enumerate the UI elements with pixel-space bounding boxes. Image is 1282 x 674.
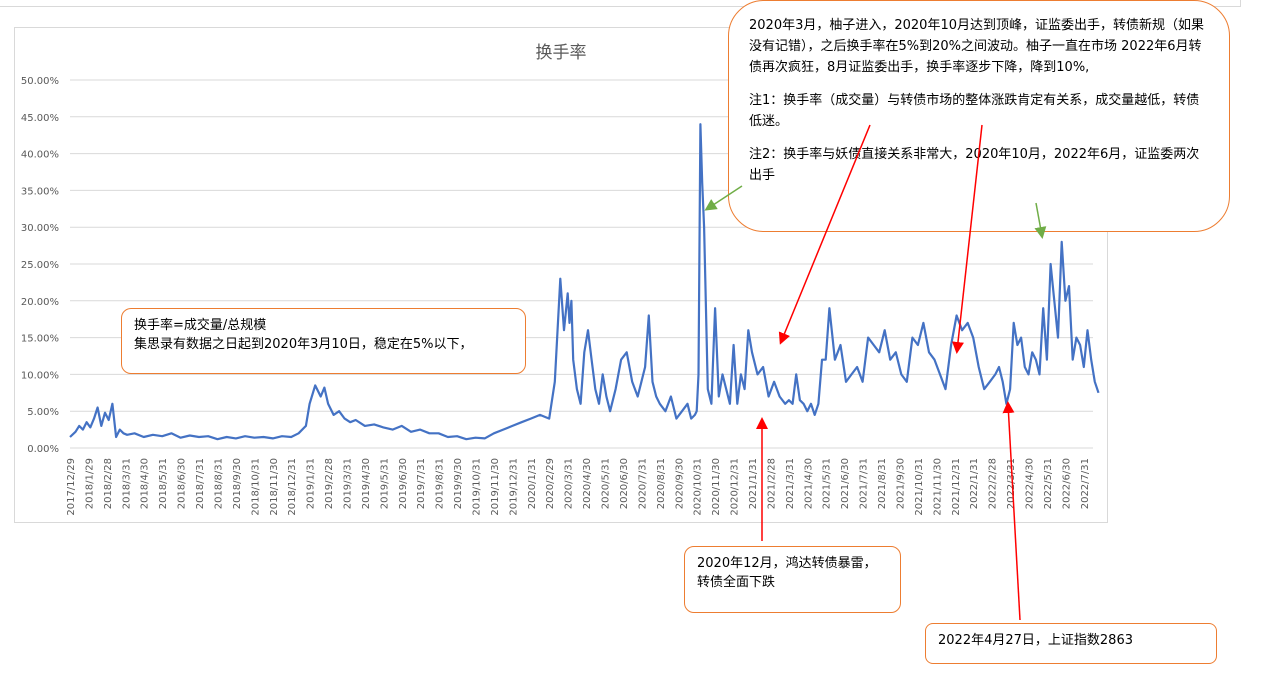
chart-title: 换手率 [536, 43, 587, 63]
x-tick-label: 2019/9/30 [453, 458, 464, 509]
x-tick-label: 2019/1/31 [306, 458, 317, 509]
annotation-main: 2020年3月，柚子进入，2020年10月达到顶峰，证监委出手，转债新规（如果没… [728, 0, 1230, 232]
annotation-apr-2022-text: 2022年4月27日，上证指数2863 [938, 633, 1133, 648]
x-tick-label: 2022/6/30 [1061, 458, 1072, 509]
x-tick-label: 2021/12/31 [951, 458, 962, 516]
y-tick-label: 50.00% [21, 76, 59, 87]
annotation-dec-2020: 2020年12月，鸿达转债暴雷， 转债全面下跌 [684, 546, 901, 613]
y-tick-label: 20.00% [21, 297, 59, 308]
x-tick-label: 2020/4/30 [582, 458, 593, 509]
x-tick-label: 2018/12/31 [287, 458, 298, 516]
x-tick-label: 2020/7/31 [637, 458, 648, 509]
annotation-definition: 换手率=成交量/总规模 集思录有数据之日起到2020年3月10日，稳定在5%以下… [121, 308, 526, 374]
y-tick-label: 25.00% [21, 260, 59, 271]
x-tick-label: 2018/3/31 [121, 458, 132, 509]
x-tick-label: 2019/6/30 [398, 458, 409, 509]
x-tick-label: 2018/7/31 [195, 458, 206, 509]
annotation-definition-line-2: 集思录有数据之日起到2020年3月10日，稳定在5%以下， [134, 337, 473, 352]
x-tick-label: 2020/3/31 [564, 458, 575, 509]
x-tick-label: 2021/2/28 [766, 458, 777, 509]
x-tick-label: 2019/5/31 [379, 458, 390, 509]
x-tick-label: 2021/3/31 [785, 458, 796, 509]
x-tick-label: 2019/10/31 [472, 458, 483, 516]
annotation-main-note-2: 注2：换手率与妖债直接关系非常大，2020年10月，2022年6月，证监委两次出… [749, 147, 1200, 183]
x-tick-label: 2019/3/31 [342, 458, 353, 509]
x-tick-label: 2021/8/31 [877, 458, 888, 509]
x-tick-label: 2020/8/31 [656, 458, 667, 509]
x-tick-label: 2020/1/31 [527, 458, 538, 509]
y-tick-label: 45.00% [21, 113, 59, 124]
annotation-definition-line-1: 换手率=成交量/总规模 [134, 318, 267, 333]
sheet-column-border [1240, 0, 1241, 7]
x-tick-label: 2018/9/30 [232, 458, 243, 509]
y-tick-label: 40.00% [21, 150, 59, 161]
x-tick-label: 2018/11/30 [269, 458, 280, 516]
x-tick-label: 2019/11/30 [490, 458, 501, 516]
x-tick-label: 2021/9/30 [895, 458, 906, 509]
y-tick-label: 30.00% [21, 223, 59, 234]
x-tick-label: 2018/2/28 [103, 458, 114, 509]
x-tick-label: 2019/7/31 [416, 458, 427, 509]
x-tick-label: 2021/10/31 [914, 458, 925, 516]
y-tick-label: 0.00% [27, 444, 59, 455]
annotation-apr-2022: 2022年4月27日，上证指数2863 [925, 623, 1217, 664]
x-tick-label: 2022/1/31 [969, 458, 980, 509]
y-tick-label: 10.00% [21, 370, 59, 381]
x-tick-label: 2018/10/31 [250, 458, 261, 516]
x-tick-label: 2021/11/30 [932, 458, 943, 516]
x-tick-label: 2018/1/29 [84, 458, 95, 509]
x-tick-label: 2022/7/31 [1080, 458, 1091, 509]
y-tick-label: 35.00% [21, 186, 59, 197]
x-tick-label: 2022/4/30 [1024, 458, 1035, 509]
x-tick-label: 2020/12/31 [730, 458, 741, 516]
x-tick-label: 2017/12/29 [66, 458, 77, 516]
x-tick-label: 2020/9/30 [674, 458, 685, 509]
x-tick-label: 2022/3/31 [1006, 458, 1017, 509]
y-tick-label: 5.00% [27, 407, 59, 418]
x-tick-label: 2021/1/31 [748, 458, 759, 509]
x-tick-label: 2021/4/30 [803, 458, 814, 509]
x-tick-label: 2018/5/31 [158, 458, 169, 509]
turnover-line-chart: 换手率 0.00% 5.00% 10.00% 15.00% 20.00% 25.00% 30.… [21, 43, 1100, 516]
x-tick-label: 2018/4/30 [140, 458, 151, 509]
x-tick-label: 2019/4/30 [361, 458, 372, 509]
annotation-main-note-1: 注1：换手率（成交量）与转债市场的整体涨跌肯定有关系，成交量越低，转债低迷。 [749, 93, 1200, 129]
x-tick-label: 2020/11/30 [711, 458, 722, 516]
x-tick-label: 2021/7/31 [859, 458, 870, 509]
x-tick-label: 2019/8/31 [435, 458, 446, 509]
x-tick-label: 2018/6/30 [177, 458, 188, 509]
x-tick-label: 2020/10/31 [693, 458, 704, 516]
x-tick-label: 2020/5/31 [601, 458, 612, 509]
x-tick-label: 2019/12/31 [508, 458, 519, 516]
x-tick-label: 2018/8/31 [213, 458, 224, 509]
annotation-dec-2020-line-2: 转债全面下跌 [697, 575, 776, 590]
x-tick-label: 2022/2/28 [988, 458, 999, 509]
y-tick-label: 15.00% [21, 334, 59, 345]
x-tick-label: 2021/5/31 [822, 458, 833, 509]
x-tick-label: 2021/6/30 [840, 458, 851, 509]
x-tick-label: 2020/6/30 [619, 458, 630, 509]
sheet-top-border [0, 6, 1240, 7]
x-tick-label: 2020/2/29 [545, 458, 556, 509]
x-tick-label: 2022/5/31 [1043, 458, 1054, 509]
x-tick-label: 2019/2/28 [324, 458, 335, 509]
annotation-main-paragraph-1: 2020年3月，柚子进入，2020年10月达到顶峰，证监委出手，转债新规（如果没… [749, 18, 1204, 75]
annotation-dec-2020-line-1: 2020年12月，鸿达转债暴雷， [697, 556, 877, 571]
